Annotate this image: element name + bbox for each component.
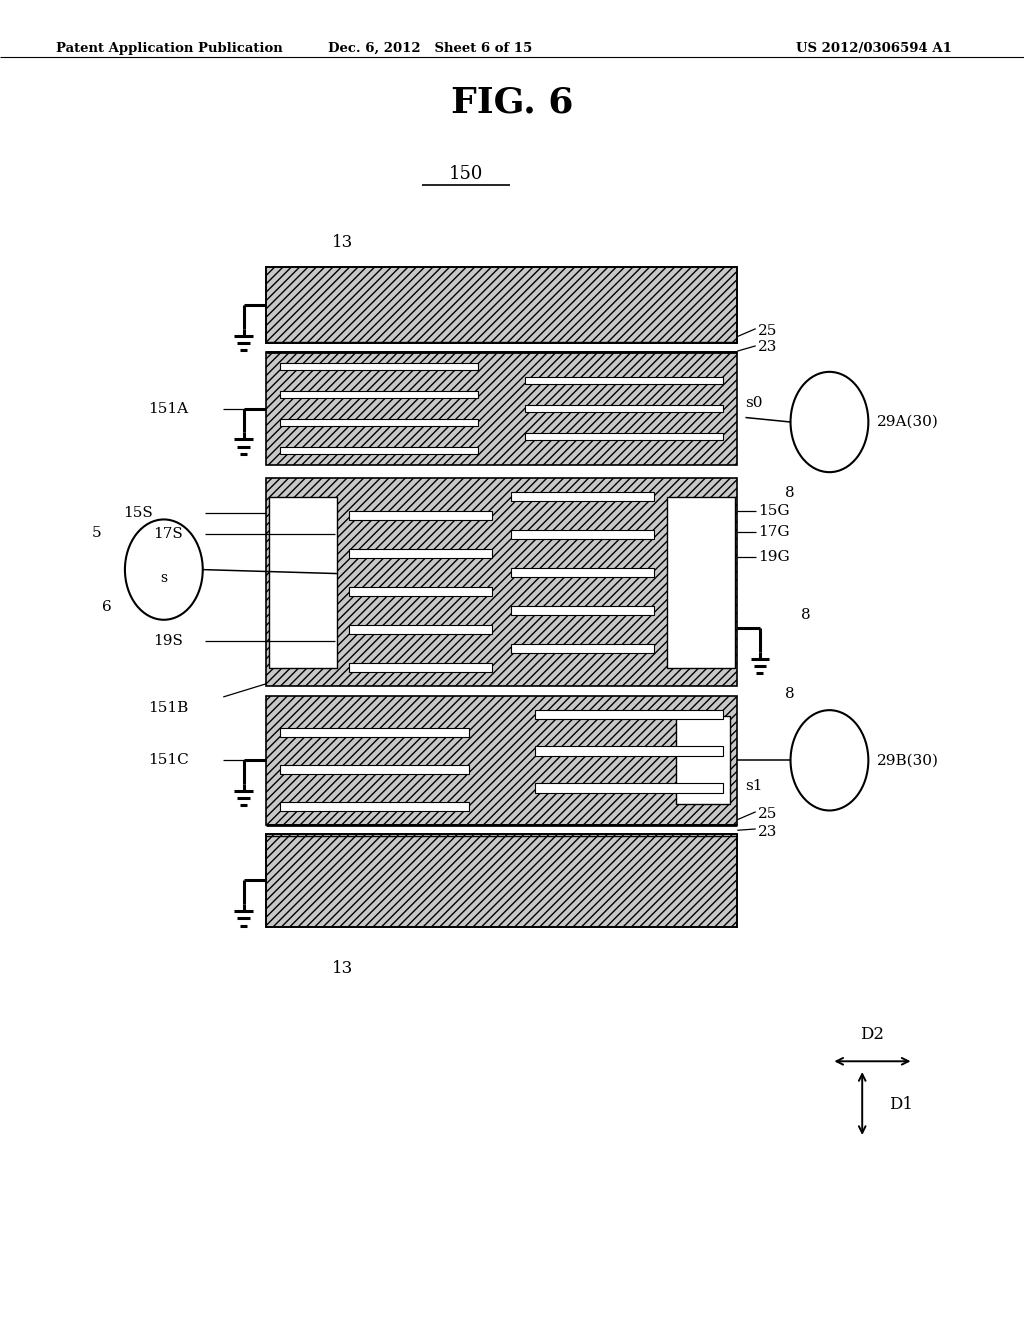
- Text: 8: 8: [785, 486, 795, 500]
- Text: 17S: 17S: [154, 527, 183, 541]
- Text: 151A: 151A: [148, 401, 188, 416]
- Bar: [349, 511, 493, 520]
- Bar: [525, 433, 723, 440]
- Text: 150: 150: [449, 165, 483, 183]
- Bar: [511, 531, 654, 540]
- Text: 23: 23: [758, 825, 777, 838]
- Text: US 2012/0306594 A1: US 2012/0306594 A1: [797, 42, 952, 55]
- Bar: [525, 378, 723, 384]
- Bar: [281, 447, 478, 454]
- Bar: [349, 549, 493, 558]
- Bar: [535, 747, 723, 755]
- Text: 15S: 15S: [123, 507, 153, 520]
- Bar: [349, 624, 493, 634]
- Bar: [268, 496, 337, 668]
- Bar: [281, 363, 478, 370]
- Text: s1: s1: [745, 779, 763, 793]
- Bar: [667, 496, 735, 668]
- Bar: [281, 766, 469, 774]
- Text: 13: 13: [332, 235, 353, 251]
- Text: 6: 6: [102, 599, 113, 614]
- Bar: [281, 418, 478, 426]
- Text: 17G: 17G: [758, 525, 790, 539]
- Bar: [511, 644, 654, 653]
- Text: 13: 13: [332, 961, 353, 977]
- Text: 19G: 19G: [758, 550, 790, 564]
- Bar: [266, 834, 737, 927]
- Bar: [281, 801, 469, 810]
- Text: 8: 8: [785, 688, 795, 701]
- Text: D1: D1: [889, 1097, 912, 1113]
- Text: 151B: 151B: [148, 701, 188, 714]
- Bar: [511, 606, 654, 615]
- Text: 5: 5: [92, 525, 101, 540]
- Bar: [525, 405, 723, 412]
- Text: 29B(30): 29B(30): [877, 754, 939, 767]
- Text: 23: 23: [758, 341, 777, 354]
- Text: D2: D2: [860, 1027, 885, 1043]
- Bar: [349, 587, 493, 597]
- Bar: [281, 391, 478, 399]
- Bar: [349, 663, 493, 672]
- Bar: [535, 710, 723, 718]
- Bar: [266, 696, 737, 825]
- Bar: [535, 783, 723, 792]
- Text: 25: 25: [758, 808, 777, 821]
- Bar: [281, 729, 469, 737]
- Bar: [266, 267, 737, 343]
- Text: 29A(30): 29A(30): [877, 414, 938, 429]
- Bar: [266, 352, 737, 465]
- Text: 8: 8: [801, 607, 810, 622]
- Text: s0: s0: [745, 396, 763, 411]
- Text: 15G: 15G: [758, 504, 790, 519]
- Text: FIG. 6: FIG. 6: [451, 86, 573, 120]
- Text: Patent Application Publication: Patent Application Publication: [56, 42, 283, 55]
- Text: 25: 25: [758, 325, 777, 338]
- Bar: [676, 717, 730, 804]
- Text: 151C: 151C: [148, 754, 189, 767]
- Text: Dec. 6, 2012   Sheet 6 of 15: Dec. 6, 2012 Sheet 6 of 15: [328, 42, 532, 55]
- Bar: [511, 492, 654, 502]
- Bar: [511, 568, 654, 577]
- Text: 19S: 19S: [154, 634, 183, 648]
- Text: s: s: [161, 570, 167, 585]
- Bar: [266, 478, 737, 686]
